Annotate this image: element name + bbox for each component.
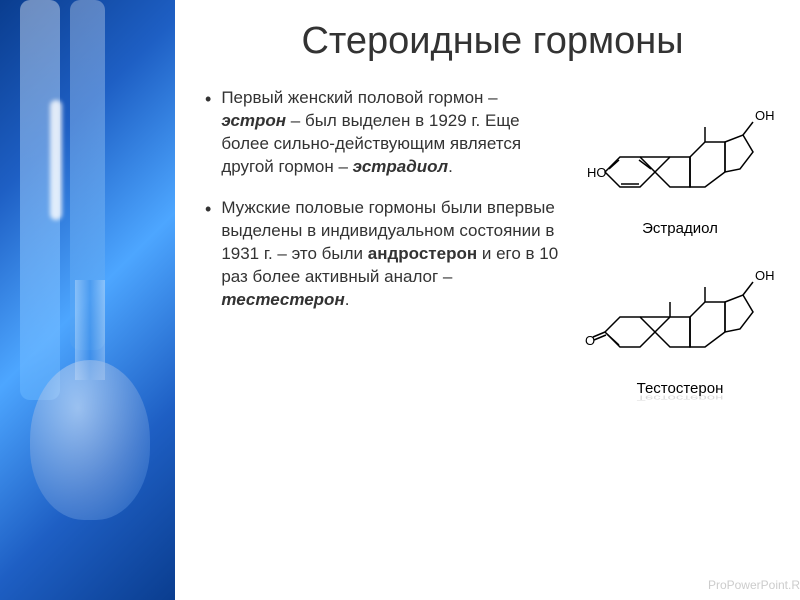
content-area: Стероидные гормоны • Первый женский поло… [175,0,800,600]
reflection-decor: Тестостерон [637,384,724,403]
bullet-item: • Мужские половые гормоны были впервые в… [205,197,565,312]
slide-title: Стероидные гормоны [205,20,780,63]
molecule-label-reflection: Тестостерон [637,394,724,403]
testosterone-structure: O OH [585,257,775,372]
oh-label: OH [755,268,775,283]
estradiol-structure: HO OH [585,97,775,212]
glass-highlight-decor [50,100,62,220]
ho-label: HO [587,165,607,180]
bullet-marker: • [205,197,211,312]
bullet-text: Мужские половые гормоны были впервые выд… [221,197,565,312]
bullet-marker: • [205,87,211,179]
oh-label: OH [755,108,775,123]
bullet-text: Первый женский половой гормон – эстрон –… [221,87,565,179]
decorative-glassware-image [0,0,175,600]
slide-container: Стероидные гормоны • Первый женский поло… [0,0,800,600]
molecule-label: Эстрадиол [642,220,718,237]
o-label: O [585,333,595,348]
bullet-item: • Первый женский половой гормон – эстрон… [205,87,565,179]
chemistry-column: HO OH Эстрадиол [580,87,780,439]
watermark-text: ProPowerPoint.R [708,578,800,592]
body-row: • Первый женский половой гормон – эстрон… [205,87,780,439]
text-column: • Первый женский половой гормон – эстрон… [205,87,570,439]
flask-decor [30,360,150,520]
